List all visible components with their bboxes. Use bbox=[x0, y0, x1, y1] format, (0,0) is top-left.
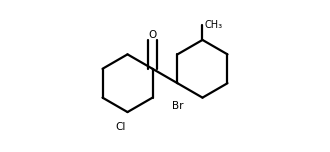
Text: O: O bbox=[148, 30, 157, 40]
Text: Cl: Cl bbox=[115, 121, 125, 131]
Text: Br: Br bbox=[172, 100, 183, 111]
Text: CH₃: CH₃ bbox=[205, 21, 222, 31]
